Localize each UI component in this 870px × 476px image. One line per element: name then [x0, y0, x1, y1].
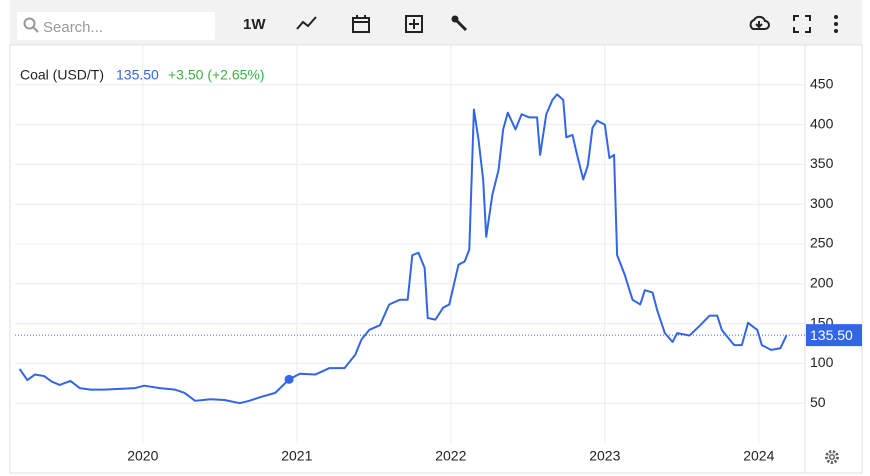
y-tick-label: 100	[810, 354, 834, 370]
search-box[interactable]: Search...	[17, 12, 215, 40]
line-type-icon[interactable]	[296, 14, 318, 32]
last-price-label: 135.50	[810, 327, 853, 343]
menu-icon[interactable]	[832, 14, 840, 34]
price: 135.50	[116, 67, 159, 83]
search-icon	[23, 17, 39, 33]
series-name: Coal (USD/T)	[20, 67, 104, 83]
y-tick-label: 250	[810, 235, 834, 251]
toolbar: Search... 1W	[10, 0, 862, 45]
search-placeholder: Search...	[43, 19, 104, 36]
download-icon[interactable]	[748, 14, 770, 34]
y-tick-label: 350	[810, 155, 834, 171]
calendar-icon[interactable]	[351, 14, 371, 34]
y-tick-label: 200	[810, 275, 834, 291]
x-tick-label: 2020	[127, 448, 158, 464]
last-price-box	[806, 324, 862, 347]
highlight-point	[284, 374, 294, 384]
y-tick-label: 150	[810, 314, 834, 330]
y-tick-label: 450	[810, 76, 834, 92]
compare-icon[interactable]	[404, 14, 424, 34]
x-tick-label: 2024	[743, 448, 774, 464]
settings-tool-icon[interactable]	[450, 14, 470, 34]
gear-icon[interactable]	[825, 450, 839, 464]
y-tick-label: 300	[810, 195, 834, 211]
period-button[interactable]: 1W	[243, 16, 266, 33]
line-series	[18, 93, 788, 405]
chart-frame	[9, 44, 863, 474]
x-tick-label: 2023	[589, 448, 620, 464]
x-tick-label: 2022	[435, 448, 466, 464]
change: +3.50 (+2.65%)	[168, 67, 265, 83]
y-tick-label: 400	[810, 115, 834, 131]
x-tick-label: 2021	[281, 448, 312, 464]
y-tick-label: 50	[810, 394, 826, 410]
fullscreen-icon[interactable]	[792, 14, 812, 34]
